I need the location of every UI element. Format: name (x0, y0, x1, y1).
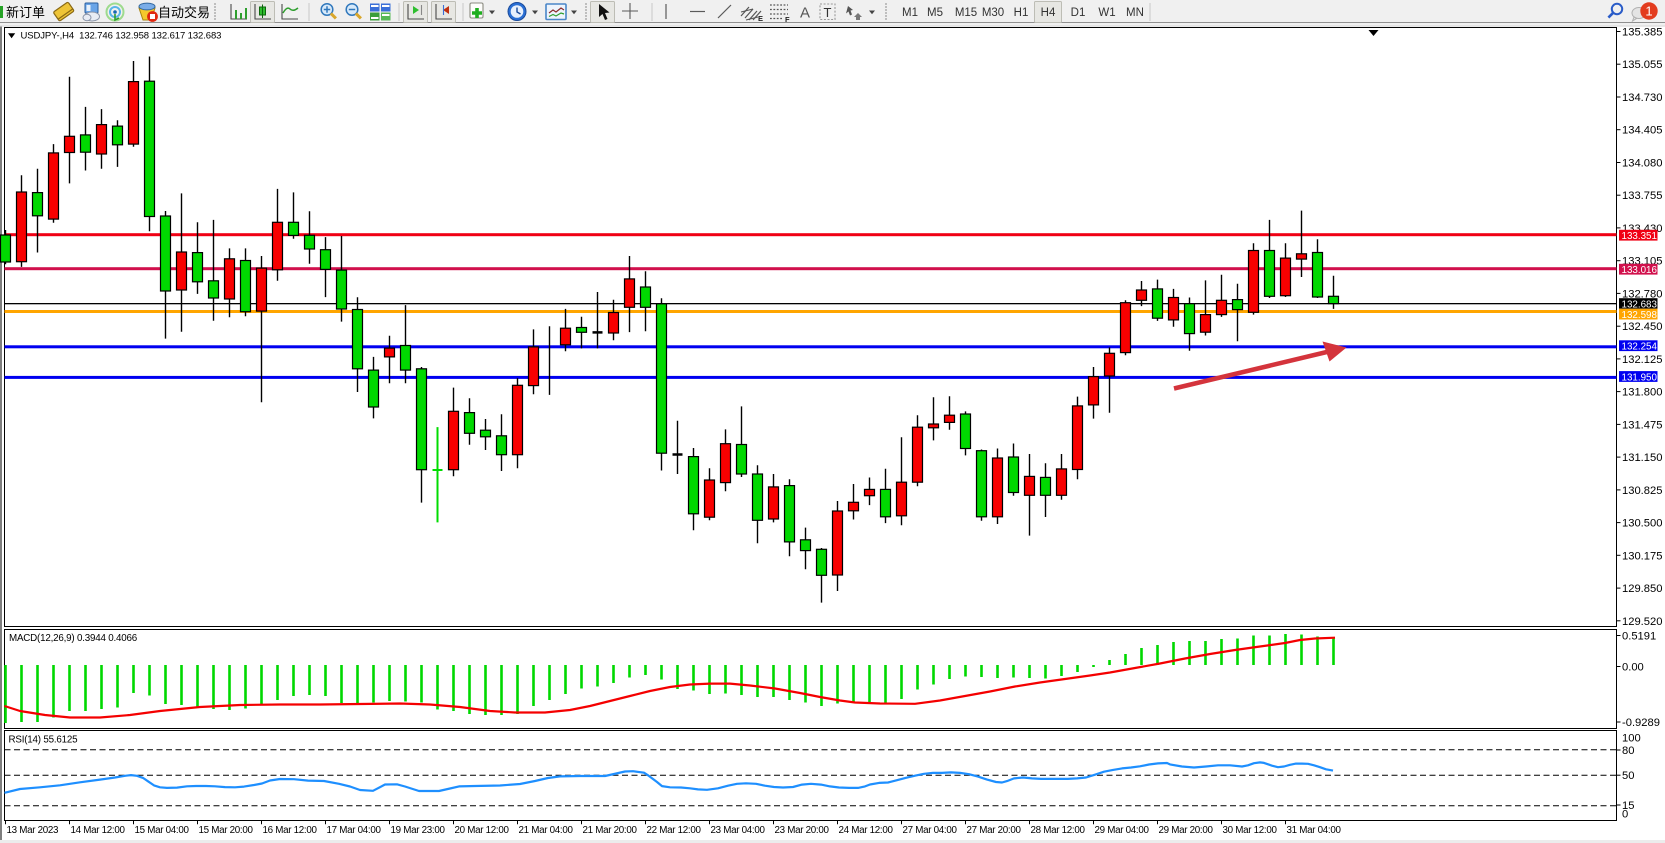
svg-text:M30: M30 (982, 7, 1004, 19)
svg-text:131.475: 131.475 (1622, 419, 1662, 431)
svg-text:80: 80 (1622, 745, 1634, 757)
svg-text:130.825: 130.825 (1622, 485, 1662, 497)
svg-text:D1: D1 (1071, 7, 1086, 19)
svg-text:130.175: 130.175 (1622, 550, 1662, 562)
svg-text:135.385: 135.385 (1622, 27, 1662, 39)
svg-text:RSI(14) 55.6125: RSI(14) 55.6125 (9, 735, 79, 746)
svg-text:132.780: 132.780 (1622, 288, 1662, 300)
svg-text:133.755: 133.755 (1622, 190, 1662, 202)
svg-text:30 Mar 12:00: 30 Mar 12:00 (1223, 825, 1278, 836)
svg-text:130.500: 130.500 (1622, 518, 1662, 530)
svg-text:50: 50 (1622, 770, 1634, 782)
svg-text:132.125: 132.125 (1622, 354, 1662, 366)
svg-text:21 Mar 20:00: 21 Mar 20:00 (583, 825, 638, 836)
svg-text:M1: M1 (902, 7, 918, 19)
svg-text:15 Mar 20:00: 15 Mar 20:00 (199, 825, 254, 836)
svg-text:31 Mar 04:00: 31 Mar 04:00 (1287, 825, 1342, 836)
svg-text:M5: M5 (927, 7, 943, 19)
svg-text:29 Mar 04:00: 29 Mar 04:00 (1095, 825, 1150, 836)
svg-text:132.683: 132.683 (1622, 299, 1658, 310)
svg-text:131.800: 131.800 (1622, 387, 1662, 399)
svg-text:0.5191: 0.5191 (1622, 631, 1656, 643)
svg-text:A: A (800, 5, 810, 22)
svg-text:15: 15 (1622, 800, 1634, 812)
svg-text:H1: H1 (1014, 7, 1029, 19)
svg-text:23 Mar 20:00: 23 Mar 20:00 (775, 825, 830, 836)
svg-text:27 Mar 04:00: 27 Mar 04:00 (903, 825, 958, 836)
svg-text:132.450: 132.450 (1622, 321, 1662, 333)
svg-text:134.080: 134.080 (1622, 158, 1662, 170)
svg-text:H4: H4 (1041, 7, 1056, 19)
svg-text:133.351: 133.351 (1622, 231, 1657, 242)
svg-text:131.950: 131.950 (1622, 372, 1658, 383)
svg-text:23 Mar 04:00: 23 Mar 04:00 (711, 825, 766, 836)
svg-text:T: T (824, 5, 832, 20)
svg-text:24 Mar 12:00: 24 Mar 12:00 (839, 825, 894, 836)
svg-text:129.850: 129.850 (1622, 583, 1662, 595)
svg-text:22 Mar 12:00: 22 Mar 12:00 (647, 825, 702, 836)
svg-text:20 Mar 12:00: 20 Mar 12:00 (455, 825, 510, 836)
svg-text:USDJPY-,H4 132.746 132.958 13: USDJPY-,H4 132.746 132.958 132.617 132.6… (21, 30, 222, 41)
svg-text:27 Mar 20:00: 27 Mar 20:00 (967, 825, 1022, 836)
svg-text:29 Mar 20:00: 29 Mar 20:00 (1159, 825, 1214, 836)
svg-text:0: 0 (1622, 809, 1628, 821)
svg-text:W1: W1 (1098, 7, 1115, 19)
svg-text:14 Mar 12:00: 14 Mar 12:00 (71, 825, 126, 836)
svg-text:新订单: 新订单 (6, 5, 45, 20)
svg-text:17 Mar 04:00: 17 Mar 04:00 (327, 825, 382, 836)
svg-text:MACD(12,26,9) 0.3944 0.4066: MACD(12,26,9) 0.3944 0.4066 (9, 633, 138, 644)
svg-text:15 Mar 04:00: 15 Mar 04:00 (135, 825, 190, 836)
svg-text:131.150: 131.150 (1622, 452, 1662, 464)
svg-text:13 Mar 2023: 13 Mar 2023 (7, 825, 60, 836)
svg-text:129.520: 129.520 (1622, 616, 1662, 628)
svg-text:1: 1 (1645, 4, 1652, 19)
svg-text:133.016: 133.016 (1622, 265, 1658, 276)
svg-text:134.730: 134.730 (1622, 92, 1662, 104)
svg-text:21 Mar 04:00: 21 Mar 04:00 (519, 825, 574, 836)
svg-text:E: E (758, 14, 763, 23)
svg-text:132.598: 132.598 (1622, 310, 1658, 321)
svg-text:-0.9289: -0.9289 (1622, 717, 1660, 729)
svg-text:MN: MN (1126, 7, 1144, 19)
svg-text:135.055: 135.055 (1622, 59, 1662, 71)
svg-text:0.00: 0.00 (1622, 662, 1644, 674)
svg-text:134.405: 134.405 (1622, 125, 1662, 137)
svg-text:132.254: 132.254 (1622, 342, 1658, 353)
svg-text:F: F (785, 15, 790, 24)
svg-text:M15: M15 (955, 7, 977, 19)
svg-text:19 Mar 23:00: 19 Mar 23:00 (391, 825, 446, 836)
svg-text:16 Mar 12:00: 16 Mar 12:00 (263, 825, 318, 836)
svg-text:100: 100 (1622, 733, 1641, 745)
svg-text:28 Mar 12:00: 28 Mar 12:00 (1031, 825, 1086, 836)
svg-text:自动交易: 自动交易 (158, 5, 210, 20)
